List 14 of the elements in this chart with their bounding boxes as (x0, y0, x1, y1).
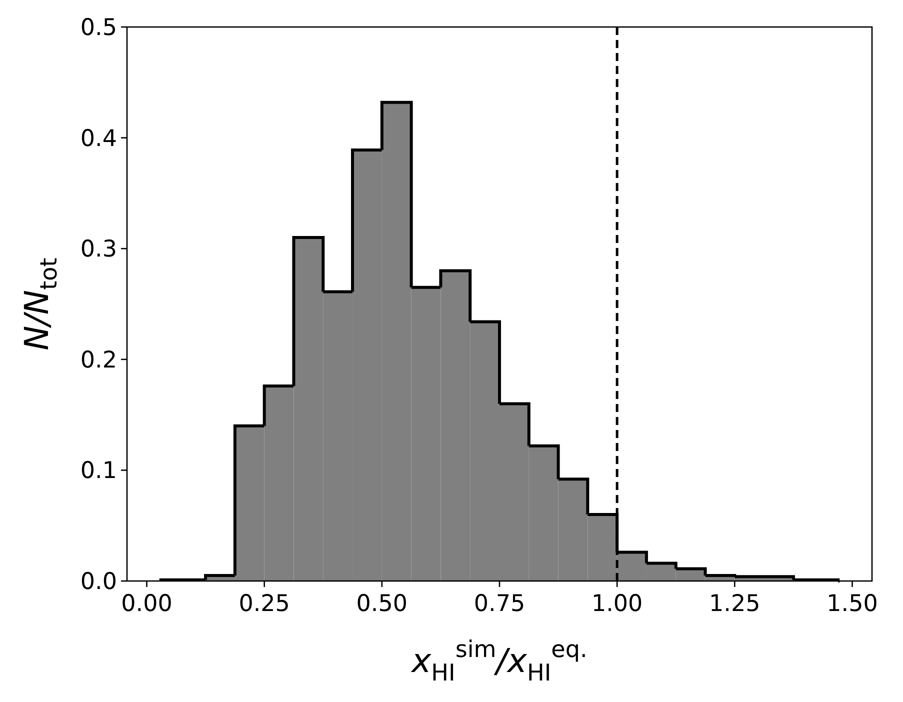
y-tick-label: 0.0 (80, 569, 117, 595)
y-tick-label: 0.4 (80, 126, 117, 152)
y-tick-label: 0.3 (80, 236, 117, 263)
x-tick-label: 1.00 (591, 591, 643, 617)
x-tick-label: 0.75 (474, 591, 526, 617)
x-tick-label: 0.25 (238, 591, 290, 617)
x-tick-label: 0.50 (356, 591, 408, 617)
y-axis-title: N/Ntot (17, 258, 62, 350)
x-tick-label: 0.00 (121, 591, 172, 617)
y-tick-label: 0.5 (80, 15, 117, 41)
y-tick-label: 0.1 (80, 458, 117, 484)
y-tick-label: 0.2 (80, 347, 117, 374)
x-tick-label: 1.25 (709, 591, 760, 617)
x-tick-label: 1.50 (826, 591, 878, 617)
